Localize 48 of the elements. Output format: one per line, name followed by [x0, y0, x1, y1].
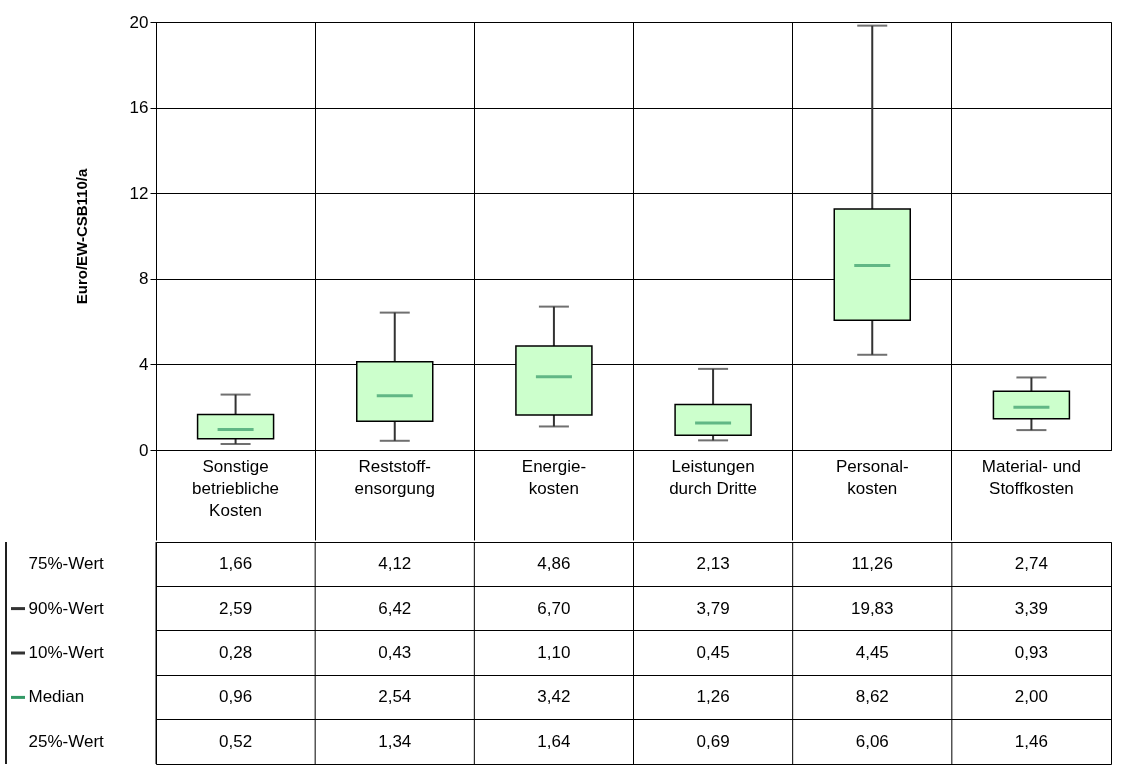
text: 2,59 — [219, 598, 253, 618]
text: 75%-Wert — [28, 554, 105, 574]
text: 11,26 — [851, 554, 893, 574]
text: 4,86 — [537, 554, 571, 574]
text: 0,96 — [219, 687, 253, 707]
text: 4,45 — [855, 643, 889, 662]
y-axis-title: Euro/EW-CSB110/a — [72, 168, 90, 305]
text: 2,54 — [378, 687, 412, 707]
text: Median — [28, 687, 85, 707]
y-tick-label: 0 — [139, 440, 149, 460]
text: 1,66 — [219, 554, 253, 574]
text: 1,10 — [537, 643, 571, 662]
text: 0,45 — [696, 643, 730, 662]
text: 2,00 — [1014, 687, 1048, 707]
text: 1,46 — [1014, 731, 1048, 751]
y-tick-label: 12 — [129, 183, 149, 203]
text: 0,93 — [1014, 643, 1048, 662]
text: 19,83 — [850, 598, 894, 618]
x-tick-label: Reststoff- ensorgung — [354, 456, 435, 498]
x-tick-label: Sonstige betriebliche Kosten — [192, 456, 280, 520]
x-tick-label: Energie- kosten — [521, 456, 587, 498]
text: 90%-Wert — [28, 598, 105, 618]
text: 0,52 — [219, 731, 253, 751]
x-tick-label: Leistungen durch Dritte — [669, 456, 758, 498]
text: 3,42 — [537, 687, 571, 707]
text: 10%-Wert — [28, 643, 105, 662]
y-tick-label: 16 — [129, 98, 149, 118]
text: 8,62 — [855, 687, 889, 707]
text: 6,06 — [855, 731, 889, 751]
text: 4,12 — [378, 554, 412, 574]
y-tick-label: 20 — [129, 12, 149, 32]
text: 2,13 — [696, 554, 730, 574]
x-tick-label: Personal- kosten — [835, 456, 909, 498]
text: 0,43 — [378, 643, 412, 662]
text: 6,42 — [378, 598, 412, 618]
text: 6,70 — [537, 598, 571, 618]
y-tick-label: 4 — [139, 354, 149, 374]
text: 1,34 — [378, 731, 412, 751]
text: 25%-Wert — [28, 731, 105, 751]
text: 2,74 — [1014, 554, 1048, 574]
text: 0,69 — [696, 731, 730, 751]
x-tick-label: Material- und Stoffkosten — [981, 456, 1082, 498]
text: 3,79 — [696, 598, 730, 618]
y-tick-label: 8 — [139, 269, 149, 289]
text: 0,28 — [219, 643, 253, 662]
text: 3,39 — [1014, 598, 1048, 618]
text: 1,64 — [537, 731, 571, 751]
text: 1,26 — [696, 687, 730, 707]
